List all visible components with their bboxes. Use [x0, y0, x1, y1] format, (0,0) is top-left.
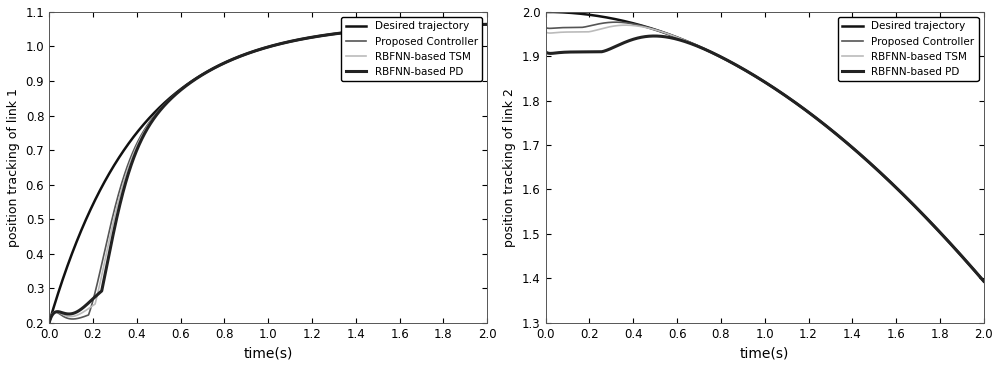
- Proposed Controller: [727, 61, 739, 66]
- Proposed Controller: [231, 55, 243, 60]
- RBFNN-based TSM: [724, 59, 736, 64]
- RBFNN-based TSM: [964, 264, 976, 268]
- RBFNN-based TSM: [748, 73, 760, 77]
- RBFNN-based PD: [468, 22, 480, 27]
- X-axis label: time(s): time(s): [740, 346, 789, 360]
- RBFNN-based PD: [540, 50, 552, 54]
- RBFNN-based TSM: [227, 57, 239, 61]
- Proposed Controller: [361, 28, 373, 32]
- Desired trajectory: [748, 73, 760, 77]
- Desired trajectory: [540, 10, 552, 14]
- Desired trajectory: [227, 57, 239, 61]
- RBFNN-based PD: [481, 22, 493, 26]
- Proposed Controller: [540, 25, 552, 30]
- Proposed Controller: [964, 264, 976, 268]
- Line: RBFNN-based TSM: RBFNN-based TSM: [49, 24, 487, 323]
- RBFNN-based PD: [724, 59, 736, 64]
- RBFNN-based PD: [943, 239, 955, 244]
- RBFNN-based TSM: [727, 61, 739, 66]
- Desired trajectory: [231, 55, 243, 60]
- RBFNN-based PD: [858, 156, 870, 160]
- Desired trajectory: [361, 28, 373, 32]
- Desired trajectory: [942, 239, 954, 244]
- Y-axis label: position tracking of link 2: position tracking of link 2: [503, 88, 516, 247]
- RBFNN-based TSM: [468, 22, 480, 27]
- Proposed Controller: [610, 20, 622, 24]
- Proposed Controller: [227, 57, 239, 61]
- Desired trajectory: [251, 48, 263, 52]
- Proposed Controller: [748, 73, 760, 77]
- Proposed Controller: [724, 59, 736, 64]
- RBFNN-based PD: [727, 61, 739, 66]
- Proposed Controller: [943, 239, 955, 244]
- Desired trajectory: [468, 22, 480, 27]
- Proposed Controller: [468, 22, 480, 27]
- RBFNN-based PD: [227, 57, 239, 61]
- RBFNN-based TSM: [620, 23, 632, 28]
- RBFNN-based PD: [43, 320, 55, 325]
- Desired trajectory: [727, 61, 739, 66]
- Proposed Controller: [446, 23, 458, 28]
- RBFNN-based PD: [964, 264, 976, 268]
- Line: RBFNN-based TSM: RBFNN-based TSM: [546, 25, 984, 281]
- RBFNN-based PD: [978, 279, 990, 283]
- Line: Desired trajectory: Desired trajectory: [49, 24, 487, 323]
- RBFNN-based TSM: [540, 30, 552, 34]
- Desired trajectory: [446, 23, 458, 28]
- RBFNN-based TSM: [446, 23, 458, 28]
- Desired trajectory: [858, 156, 870, 160]
- Proposed Controller: [251, 48, 263, 52]
- RBFNN-based PD: [251, 48, 263, 52]
- Y-axis label: position tracking of link 1: position tracking of link 1: [7, 88, 20, 247]
- Legend: Desired trajectory, Proposed Controller, RBFNN-based TSM, RBFNN-based PD: Desired trajectory, Proposed Controller,…: [341, 17, 482, 81]
- Line: Desired trajectory: Desired trajectory: [546, 12, 984, 281]
- Legend: Desired trajectory, Proposed Controller, RBFNN-based TSM, RBFNN-based PD: Desired trajectory, Proposed Controller,…: [838, 17, 979, 81]
- RBFNN-based TSM: [251, 48, 263, 52]
- Desired trajectory: [964, 264, 976, 268]
- RBFNN-based PD: [361, 28, 373, 32]
- RBFNN-based PD: [231, 55, 243, 60]
- RBFNN-based PD: [648, 34, 660, 38]
- Desired trajectory: [724, 59, 736, 64]
- RBFNN-based PD: [446, 23, 458, 28]
- RBFNN-based TSM: [43, 320, 55, 325]
- Line: RBFNN-based PD: RBFNN-based PD: [546, 36, 984, 281]
- Line: Proposed Controller: Proposed Controller: [546, 22, 984, 281]
- X-axis label: time(s): time(s): [243, 346, 293, 360]
- RBFNN-based TSM: [858, 156, 870, 160]
- RBFNN-based TSM: [231, 55, 243, 60]
- Line: RBFNN-based PD: RBFNN-based PD: [49, 24, 487, 323]
- RBFNN-based PD: [748, 73, 760, 77]
- Proposed Controller: [43, 320, 55, 325]
- RBFNN-based TSM: [943, 239, 955, 244]
- Desired trajectory: [43, 320, 55, 325]
- RBFNN-based TSM: [978, 279, 990, 283]
- Desired trajectory: [481, 22, 493, 26]
- RBFNN-based TSM: [361, 28, 373, 32]
- Line: Proposed Controller: Proposed Controller: [49, 24, 487, 323]
- Proposed Controller: [481, 22, 493, 26]
- Proposed Controller: [858, 156, 870, 160]
- RBFNN-based TSM: [481, 22, 493, 26]
- Desired trajectory: [978, 279, 990, 283]
- Proposed Controller: [978, 279, 990, 283]
